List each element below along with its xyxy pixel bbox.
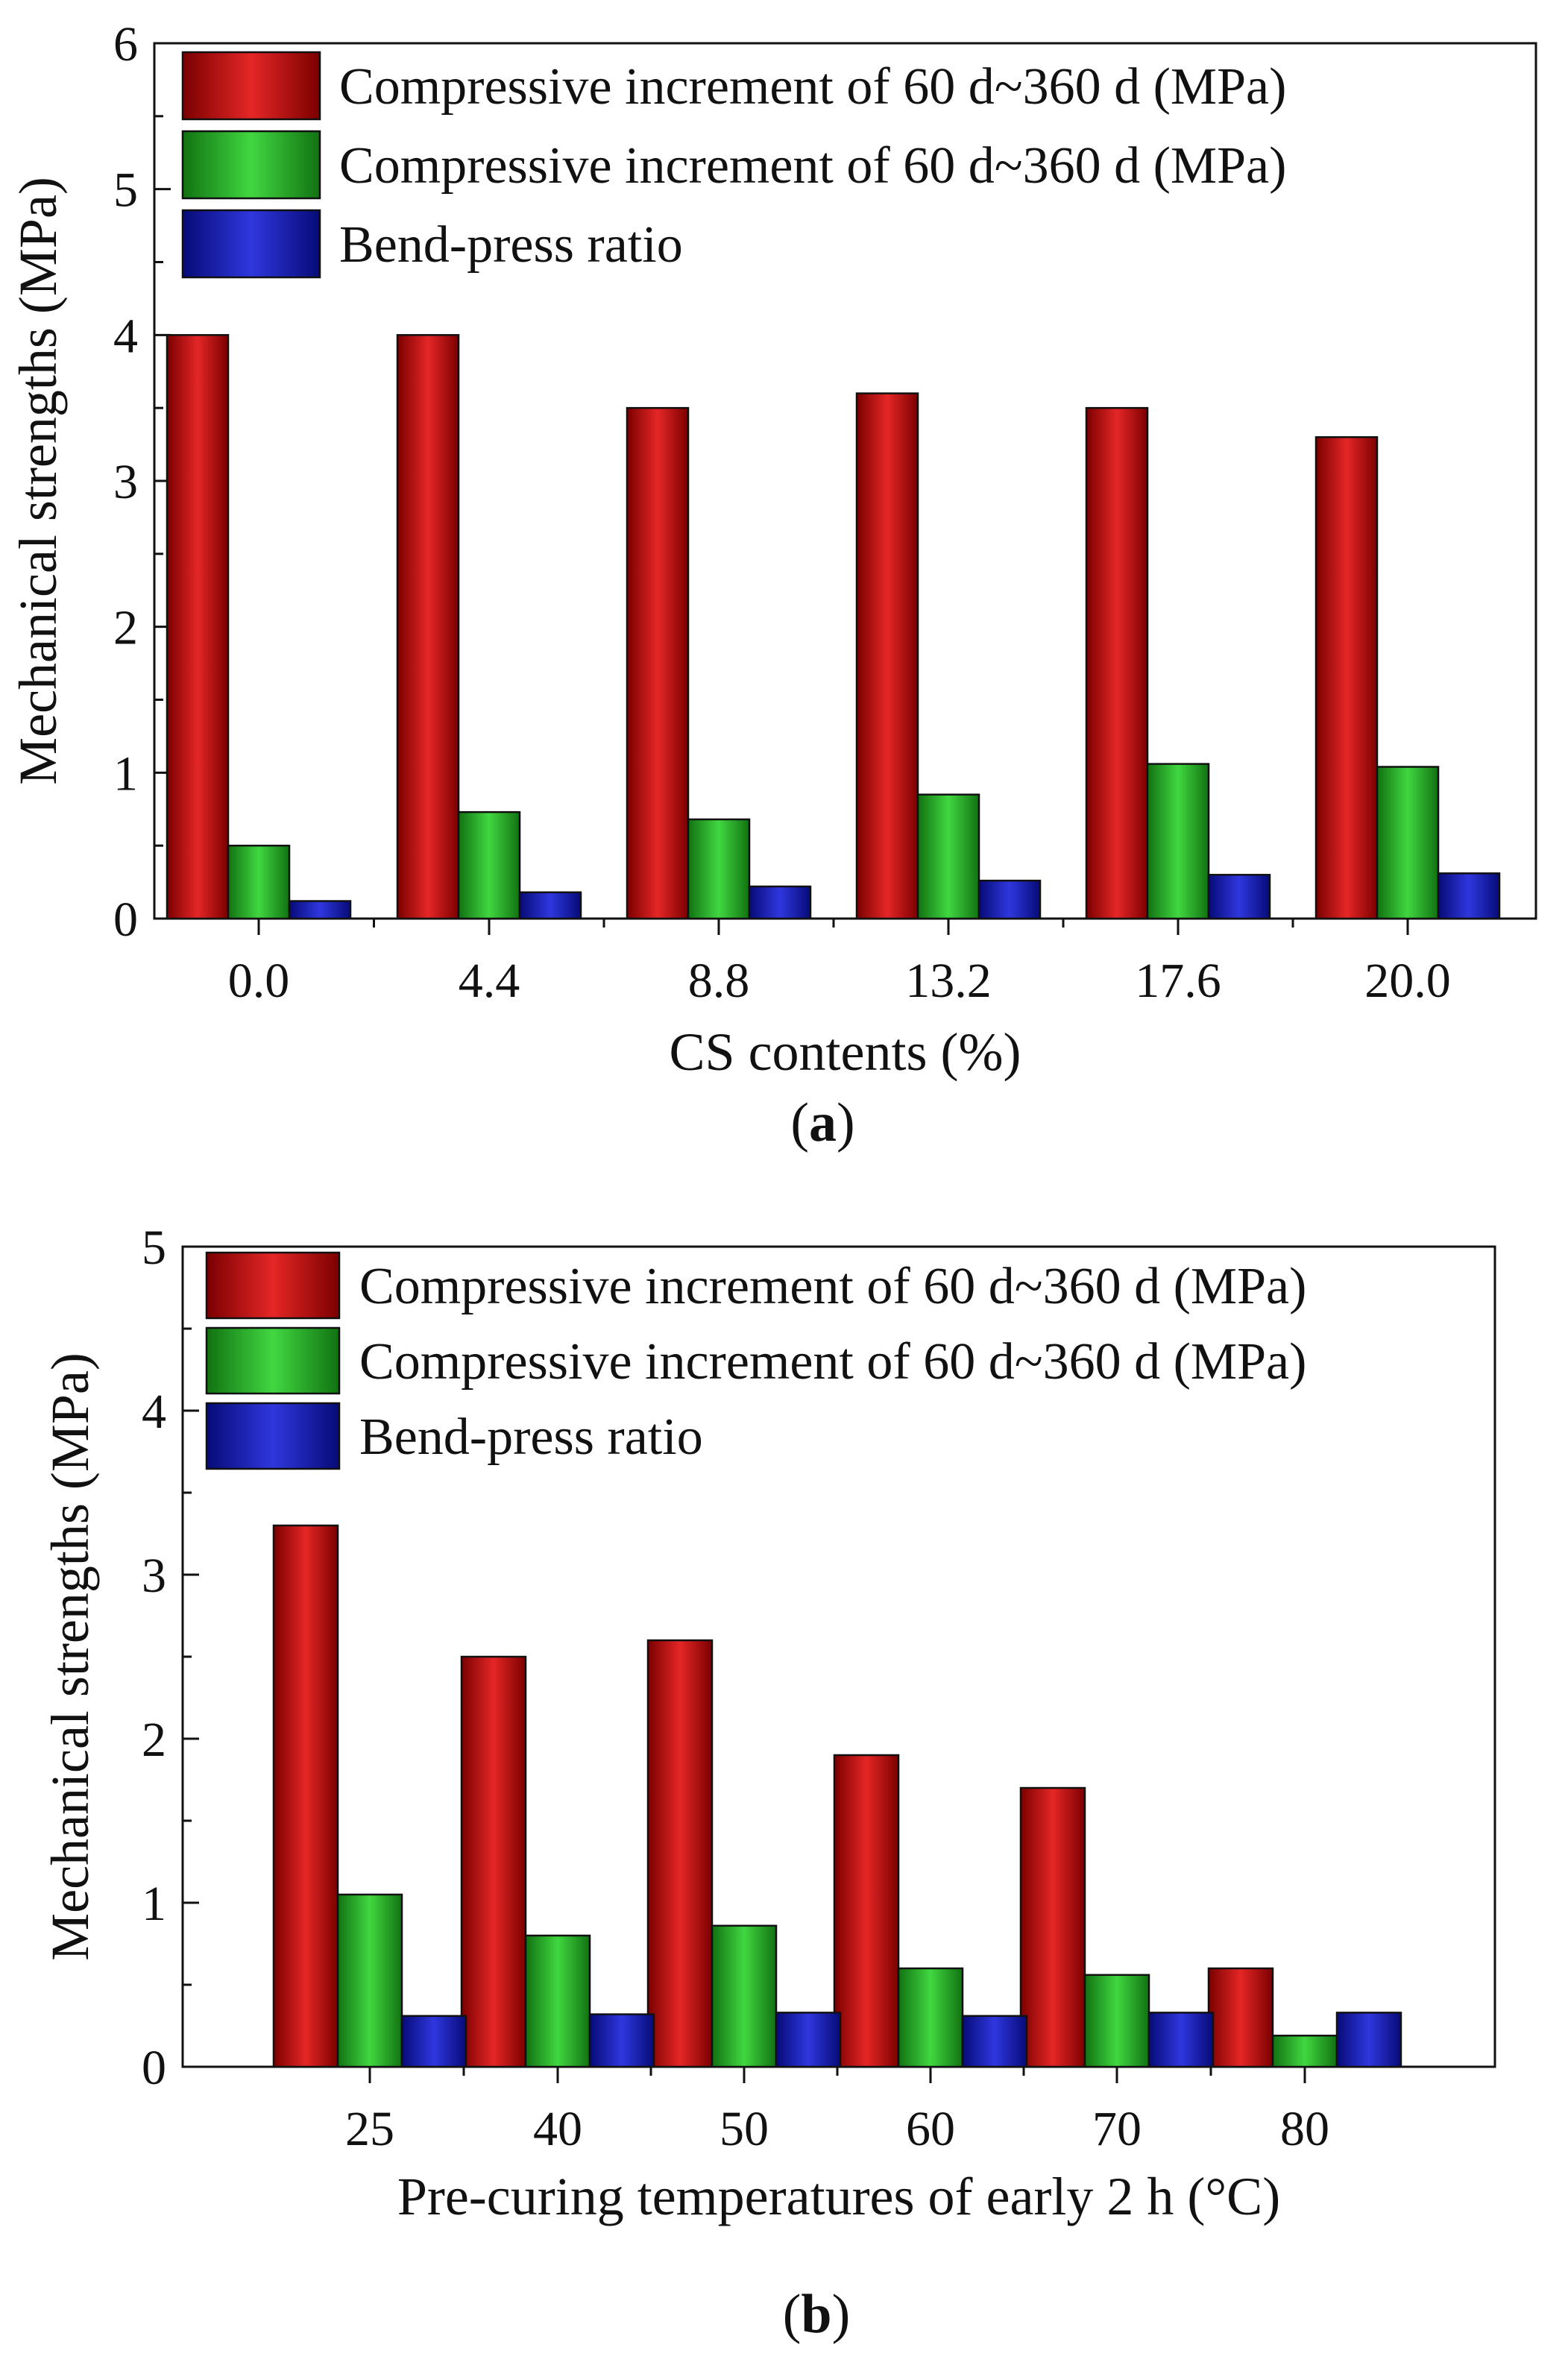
x-tick-label: 40 <box>533 2102 582 2156</box>
x-tick-label: 80 <box>1280 2102 1329 2156</box>
bar-compressive-increment-1-0.0 <box>166 334 230 920</box>
y-tick-label: 0 <box>113 892 138 947</box>
bar-compressive-increment-2-20.0 <box>1376 766 1440 920</box>
legend-label: Compressive increment of 60 d~360 d (MPa… <box>359 1258 1306 1315</box>
bar-compressive-increment-1-17.6 <box>1085 406 1149 920</box>
bar-bend-press-ratio-25 <box>400 2015 467 2068</box>
bar-compressive-increment-1-4.4 <box>396 334 460 920</box>
chart-b: 0 1 2 3 4 5 25 40 50 60 70 80 Compressive increment … <box>40 1221 1496 2345</box>
y-tick-label: 5 <box>142 1221 166 1275</box>
bar-bend-press-ratio-70 <box>1147 2012 1215 2068</box>
bar-compressive-increment-1-20.0 <box>1314 436 1379 920</box>
bar-bend-press-ratio-20.0 <box>1437 872 1501 920</box>
bar-bend-press-ratio-17.6 <box>1207 874 1271 920</box>
bar-compressive-increment-2-25 <box>336 1893 403 2068</box>
panel-label: (b) <box>783 2284 850 2345</box>
bar-bend-press-ratio-0.0 <box>288 900 352 920</box>
x-tick-label: 60 <box>906 2102 955 2156</box>
bar-compressive-increment-1-40 <box>460 1655 527 2068</box>
bar-compressive-increment-1-70 <box>1019 1786 1086 2068</box>
bar-compressive-increment-1-50 <box>646 1639 714 2068</box>
bar-compressive-increment-2-50 <box>711 1924 778 2068</box>
bar-compressive-increment-2-8.8 <box>687 818 751 920</box>
legend-swatch <box>181 209 321 279</box>
bar-compressive-increment-1-60 <box>833 1754 900 2068</box>
legend-swatch <box>205 1251 341 1320</box>
legend-label: Compressive increment of 60 d~360 d (MPa… <box>339 137 1286 195</box>
legend-label: Compressive increment of 60 d~360 d (MPa… <box>359 1333 1306 1391</box>
bar-bend-press-ratio-60 <box>961 2015 1028 2068</box>
x-tick-label: 70 <box>1092 2102 1142 2156</box>
bar-compressive-increment-2-4.4 <box>457 810 521 920</box>
x-tick-label: 25 <box>345 2102 394 2156</box>
x-tick-label: 8.8 <box>688 954 750 1008</box>
legend-label: Compressive increment of 60 d~360 d (MPa… <box>339 58 1286 116</box>
y-tick-label: 2 <box>142 1713 166 1767</box>
y-tick-label: 1 <box>113 746 138 801</box>
y-axis-title: Mechanical strengths (MPa) <box>8 177 68 785</box>
x-axis-title: CS contents (%) <box>670 1022 1021 1082</box>
y-tick-label: 0 <box>142 2041 166 2095</box>
bar-bend-press-ratio-50 <box>775 2012 842 2068</box>
legend-swatch <box>205 1326 341 1395</box>
bar-compressive-increment-2-17.6 <box>1146 763 1210 920</box>
bar-compressive-increment-2-80 <box>1271 2034 1338 2068</box>
x-tick-label: 17.6 <box>1135 954 1221 1008</box>
x-tick-label: 4.4 <box>459 954 520 1008</box>
y-tick-label: 1 <box>142 1877 166 1931</box>
bar-bend-press-ratio-8.8 <box>748 885 812 920</box>
y-tick-label: 3 <box>113 455 138 509</box>
bar-bend-press-ratio-40 <box>588 2013 655 2068</box>
x-tick-label: 0.0 <box>228 954 290 1008</box>
bar-compressive-increment-2-70 <box>1083 1974 1150 2068</box>
y-tick-label: 4 <box>113 309 138 363</box>
x-tick-label: 13.2 <box>905 954 992 1008</box>
legend-label: Bend-press ratio <box>359 1408 703 1466</box>
chart-a: 0 1 2 3 4 5 6 0.0 4.4 8.8 13.2 17.6 20.0 Compressive … <box>8 17 1537 1153</box>
bar-compressive-increment-2-60 <box>897 1967 964 2068</box>
bar-compressive-increment-1-8.8 <box>626 406 690 920</box>
bar-compressive-increment-1-13.2 <box>855 392 919 920</box>
bar-compressive-increment-2-0.0 <box>227 844 291 920</box>
bar-bend-press-ratio-4.4 <box>518 891 582 920</box>
bar-compressive-increment-2-40 <box>524 1934 591 2068</box>
x-axis-title: Pre-curing temperatures of early 2 h (°C… <box>397 2167 1280 2226</box>
panel-letter: a <box>809 1092 837 1153</box>
bar-compressive-increment-1-25 <box>272 1524 339 2068</box>
panel-label: (a) <box>790 1092 854 1153</box>
y-tick-label: 4 <box>142 1385 166 1439</box>
y-tick-label: 3 <box>142 1549 166 1603</box>
bar-compressive-increment-2-13.2 <box>916 793 980 920</box>
x-tick-label: 50 <box>720 2102 769 2156</box>
y-tick-label: 2 <box>113 601 138 655</box>
legend-swatch <box>181 51 321 121</box>
bar-compressive-increment-1-80 <box>1207 1967 1274 2068</box>
y-tick-label: 6 <box>113 17 138 72</box>
bar-bend-press-ratio-13.2 <box>977 879 1042 920</box>
legend-swatch <box>181 130 321 200</box>
x-tick-label: 20.0 <box>1364 954 1451 1008</box>
y-axis-title: Mechanical strengths (MPa) <box>40 1353 100 1961</box>
legend-swatch <box>205 1402 341 1470</box>
legend-label: Bend-press ratio <box>339 216 683 274</box>
panel-letter: b <box>801 2284 831 2345</box>
y-tick-label: 5 <box>113 163 138 218</box>
bar-bend-press-ratio-80 <box>1335 2012 1402 2068</box>
